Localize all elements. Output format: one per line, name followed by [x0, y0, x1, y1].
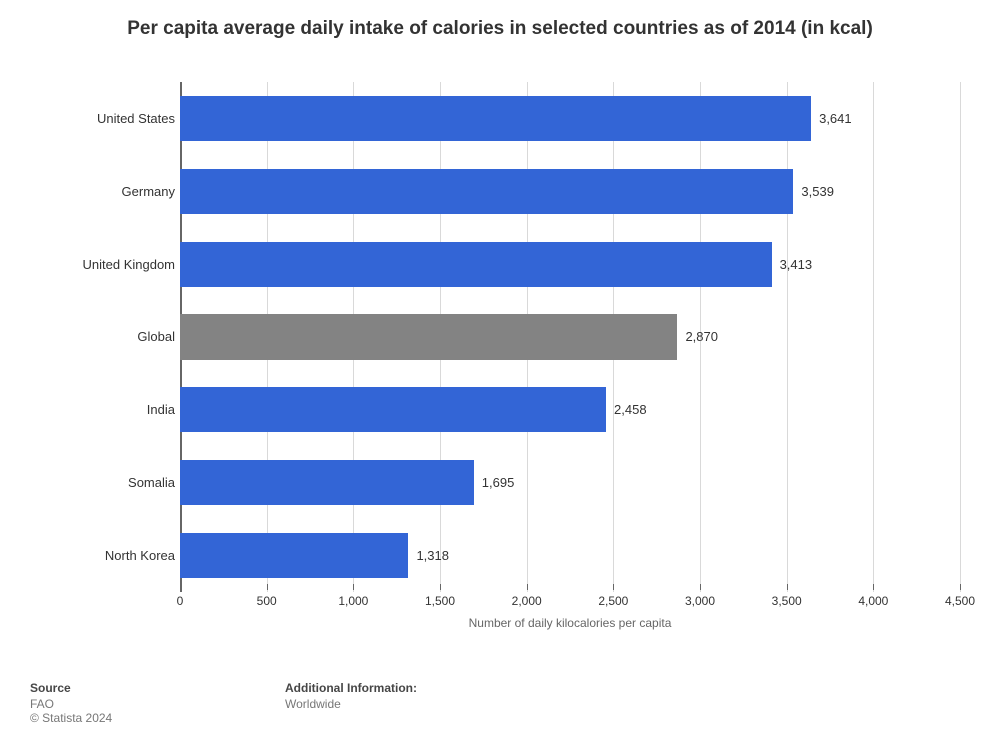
x-tick-label: 4,500	[945, 594, 975, 608]
x-tick	[787, 584, 788, 590]
x-tick	[613, 584, 614, 590]
bar-row: 2,870	[180, 314, 960, 359]
bar-row: 3,641	[180, 96, 960, 141]
category-label: Somalia	[35, 460, 175, 505]
plot-area: 3,641 3,539 3,413 2,870 2,458 1,695 1,318	[180, 82, 960, 592]
category-label: North Korea	[35, 533, 175, 578]
bar-value-label: 1,318	[408, 533, 449, 578]
x-tick-label: 2,500	[598, 594, 628, 608]
bar-value-label: 3,413	[772, 242, 813, 287]
category-label: Global	[35, 314, 175, 359]
additional-text: Worldwide	[285, 697, 417, 711]
bar[interactable]	[180, 169, 793, 214]
bar[interactable]	[180, 460, 474, 505]
x-tick	[960, 584, 961, 590]
x-tick	[700, 584, 701, 590]
bar[interactable]	[180, 242, 772, 287]
x-tick	[440, 584, 441, 590]
x-tick-label: 500	[257, 594, 277, 608]
x-tick	[180, 584, 181, 590]
bar-row: 1,318	[180, 533, 960, 578]
bar-value-label: 2,458	[606, 387, 647, 432]
chart-title: Per capita average daily intake of calor…	[0, 0, 1000, 50]
category-label: United Kingdom	[35, 242, 175, 287]
x-tick	[527, 584, 528, 590]
x-tick-label: 2,000	[512, 594, 542, 608]
category-label: Germany	[35, 169, 175, 214]
bar-row: 1,695	[180, 460, 960, 505]
source-name: FAO	[30, 697, 285, 711]
bar[interactable]	[180, 387, 606, 432]
footer-source: Source FAO © Statista 2024	[30, 681, 285, 725]
footer: Source FAO © Statista 2024 Additional In…	[30, 681, 970, 725]
category-label: United States	[35, 96, 175, 141]
x-tick	[873, 584, 874, 590]
bar-value-label: 3,539	[793, 169, 834, 214]
category-label: India	[35, 387, 175, 432]
bar-value-label: 1,695	[474, 460, 515, 505]
bar[interactable]	[180, 96, 811, 141]
x-axis-title: Number of daily kilocalories per capita	[180, 616, 960, 630]
x-tick-label: 3,000	[685, 594, 715, 608]
x-tick	[353, 584, 354, 590]
bar-value-label: 3,641	[811, 96, 852, 141]
x-tick-label: 1,000	[338, 594, 368, 608]
x-tick-label: 4,000	[858, 594, 888, 608]
footer-additional: Additional Information: Worldwide	[285, 681, 417, 725]
chart-area: 3,641 3,539 3,413 2,870 2,458 1,695 1,318 Numb…	[30, 70, 970, 630]
bar[interactable]	[180, 314, 677, 359]
gridline	[960, 82, 961, 592]
source-heading: Source	[30, 681, 285, 695]
bar-row: 2,458	[180, 387, 960, 432]
bar[interactable]	[180, 533, 408, 578]
copyright: © Statista 2024	[30, 711, 285, 725]
bar-row: 3,413	[180, 242, 960, 287]
x-tick-label: 1,500	[425, 594, 455, 608]
additional-heading: Additional Information:	[285, 681, 417, 695]
x-tick	[267, 584, 268, 590]
x-tick-label: 3,500	[772, 594, 802, 608]
bar-value-label: 2,870	[677, 314, 718, 359]
x-tick-label: 0	[177, 594, 184, 608]
bar-row: 3,539	[180, 169, 960, 214]
